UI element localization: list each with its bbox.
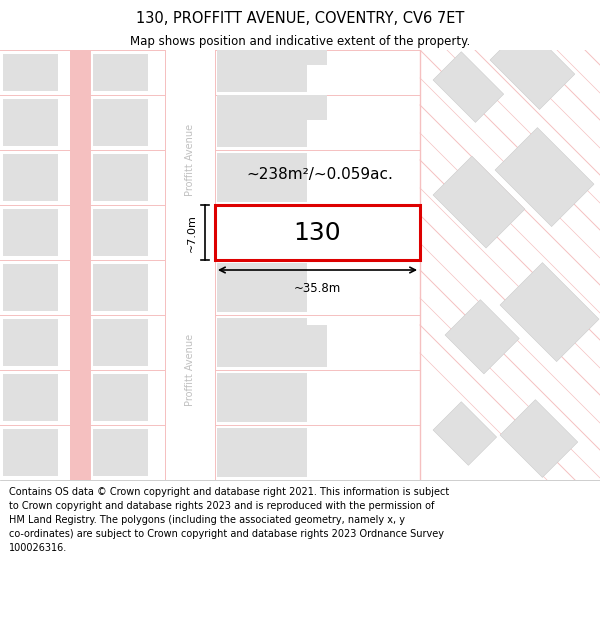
Bar [215,50,420,480]
Bar [217,153,307,202]
Bar [217,40,327,65]
Bar [217,263,307,312]
Bar [3,209,58,256]
Bar [93,319,148,366]
Bar [3,154,58,201]
Bar [3,319,58,366]
Bar [217,318,307,367]
Bar [165,50,215,480]
Bar [217,53,307,92]
Text: 130: 130 [293,221,341,244]
Bar [420,50,600,480]
Bar [215,205,420,260]
Bar [93,429,148,476]
Text: Map shows position and indicative extent of the property.: Map shows position and indicative extent… [130,35,470,48]
Polygon shape [433,52,504,122]
Bar [3,99,58,146]
Text: ~7.0m: ~7.0m [187,214,197,252]
Bar [0,50,70,480]
Bar [217,325,327,367]
Bar [217,428,307,477]
Bar [3,264,58,311]
Bar [93,209,148,256]
Text: Proffitt Avenue: Proffitt Avenue [185,334,195,406]
Bar [93,54,148,91]
Bar [217,98,307,147]
Polygon shape [500,262,599,362]
Polygon shape [433,156,525,248]
Bar [3,429,58,476]
Text: ~238m²/~0.059ac.: ~238m²/~0.059ac. [247,168,394,182]
Polygon shape [433,402,497,466]
Bar [93,374,148,421]
Text: 130, PROFFITT AVENUE, COVENTRY, CV6 7ET: 130, PROFFITT AVENUE, COVENTRY, CV6 7ET [136,11,464,26]
Bar [93,154,148,201]
Polygon shape [495,127,594,227]
Bar [90,50,165,480]
Bar [3,374,58,421]
Bar [217,373,307,422]
Bar [93,264,148,311]
Text: Contains OS data © Crown copyright and database right 2021. This information is : Contains OS data © Crown copyright and d… [9,488,449,553]
Polygon shape [500,399,578,478]
Text: Proffitt Avenue: Proffitt Avenue [185,124,195,196]
Bar [3,54,58,91]
Bar [93,99,148,146]
Polygon shape [445,299,519,374]
Bar [217,208,307,257]
Bar [217,95,327,120]
Text: ~35.8m: ~35.8m [293,282,341,295]
Bar [70,50,90,480]
Polygon shape [490,24,575,109]
